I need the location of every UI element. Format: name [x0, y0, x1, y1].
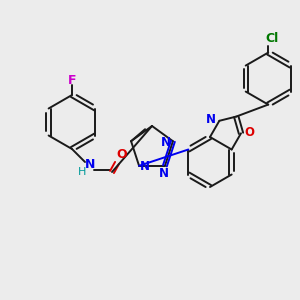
Text: N: N	[161, 136, 171, 149]
Text: O: O	[244, 126, 254, 139]
Text: N: N	[140, 160, 150, 173]
Text: N: N	[159, 167, 169, 180]
Text: F: F	[68, 74, 76, 86]
Text: H: H	[78, 167, 86, 177]
Text: Cl: Cl	[266, 32, 279, 45]
Text: N: N	[85, 158, 95, 172]
Text: N: N	[206, 113, 216, 126]
Text: O: O	[117, 148, 127, 161]
